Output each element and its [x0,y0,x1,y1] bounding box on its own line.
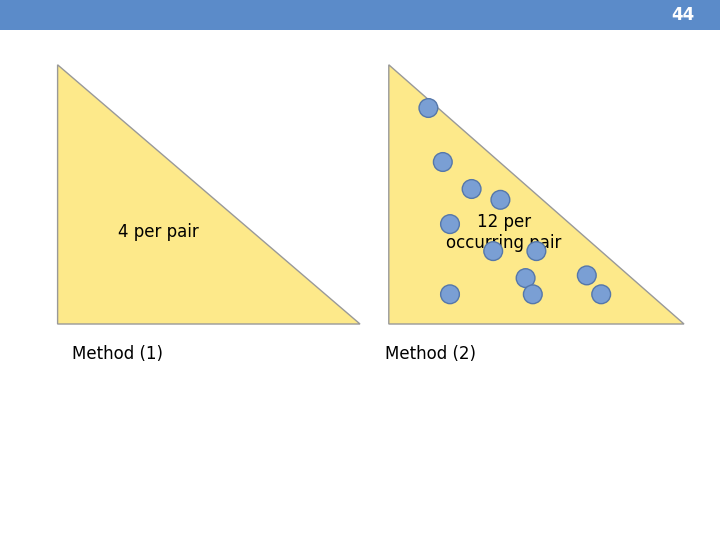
Ellipse shape [441,215,459,233]
Bar [0,0,720,30]
Text: Method (1): Method (1) [72,345,163,363]
Text: Method (2): Method (2) [385,345,476,363]
Ellipse shape [491,191,510,209]
Ellipse shape [484,242,503,260]
Ellipse shape [516,269,535,287]
Text: 44: 44 [672,6,695,24]
Ellipse shape [523,285,542,303]
Polygon shape [389,65,684,324]
Text: 4 per pair: 4 per pair [118,223,199,241]
Ellipse shape [577,266,596,285]
Ellipse shape [419,99,438,117]
Ellipse shape [527,242,546,260]
Ellipse shape [441,285,459,303]
Ellipse shape [592,285,611,303]
Ellipse shape [462,180,481,198]
Text: 12 per
occurring pair: 12 per occurring pair [446,213,562,252]
Ellipse shape [433,153,452,171]
Polygon shape [58,65,360,324]
